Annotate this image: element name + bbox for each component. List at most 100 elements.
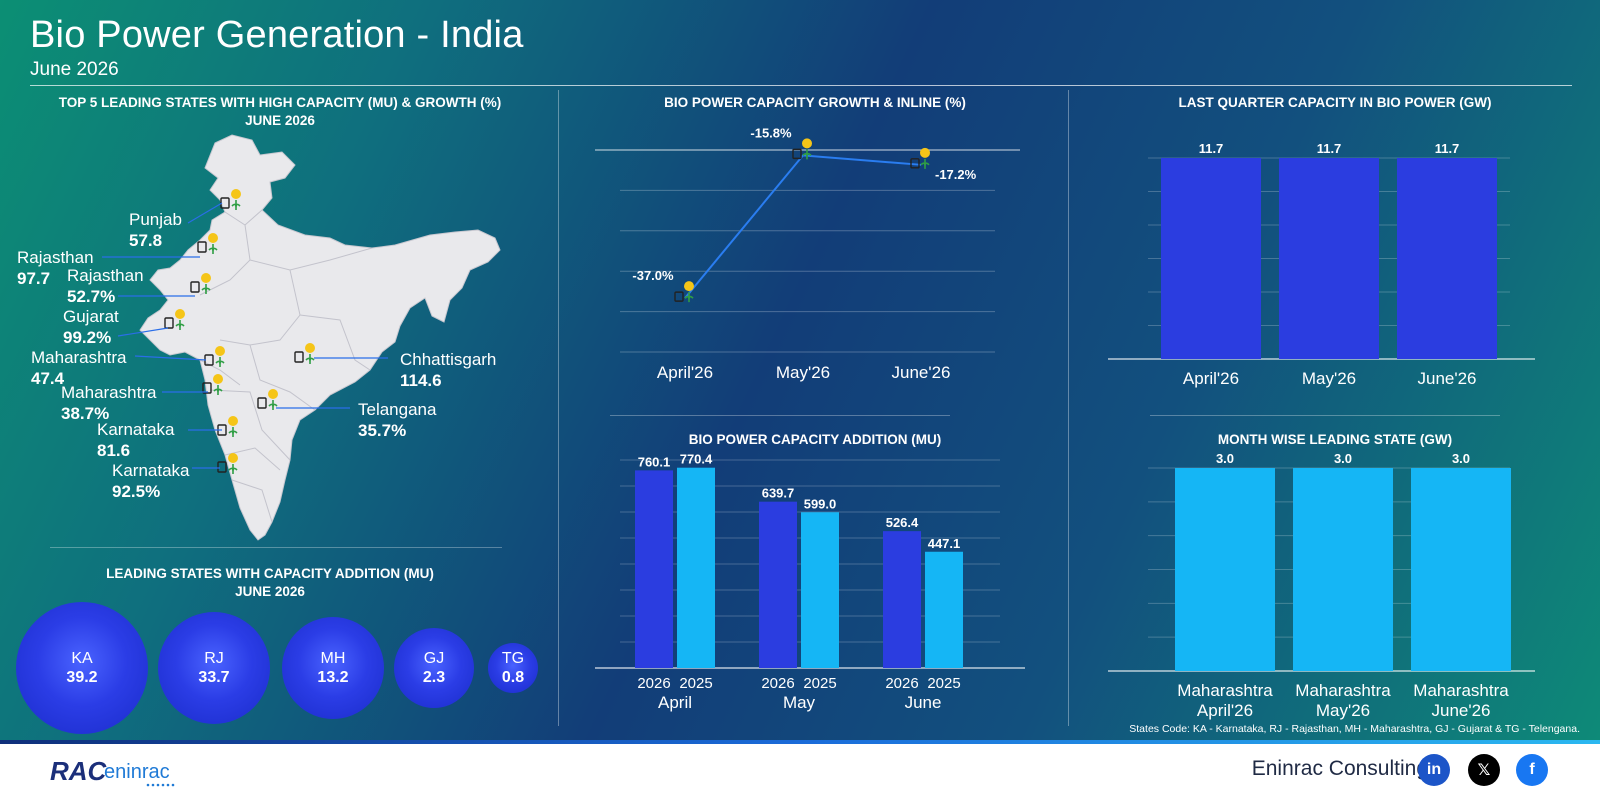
- header-divider: [30, 85, 1572, 86]
- growth-point-0: [674, 281, 694, 303]
- map-label-karnataka-growth: Karnataka 92.5%: [112, 461, 190, 501]
- leading-value-label-0: 3.0: [1216, 451, 1234, 466]
- right-divider: [1150, 415, 1500, 416]
- addition-value-label: 770.4: [680, 452, 713, 467]
- addition-bar-2025-April: [677, 467, 715, 668]
- growth-line-chart: -37.0% April'26 -15.8% May'26 -17.2% June'26: [595, 125, 1020, 382]
- leading-bar-2: [1411, 468, 1511, 671]
- column-divider-right: [1068, 90, 1069, 726]
- linkedin-icon[interactable]: in: [1418, 754, 1450, 786]
- quarter-bar-0: [1161, 158, 1261, 359]
- growth-value-label-0: -37.0%: [632, 268, 674, 283]
- addition-bar-2025-June: [925, 551, 963, 668]
- addition-bar-2026-April: [635, 470, 673, 668]
- leading-bar-0: [1175, 468, 1275, 671]
- map-section-title-line2: JUNE 2026: [245, 113, 315, 128]
- map-label-karnataka-mu: Karnataka 81.6: [97, 420, 175, 460]
- map-label-punjab: Punjab 57.8: [129, 210, 182, 250]
- addition-value-label: 526.4: [886, 515, 919, 530]
- growth-chart-title: BIO POWER CAPACITY GROWTH & INLINE (%): [664, 95, 966, 110]
- india-map: [102, 134, 501, 541]
- leading-x-label-2: Maharashtra: [1413, 681, 1509, 700]
- growth-point-1: [792, 138, 812, 160]
- map-section-title: TOP 5 LEADING STATES WITH HIGH CAPACITY …: [20, 94, 540, 130]
- addition-series-label: 2026: [637, 675, 670, 692]
- leading-x-sublabel-1: May'26: [1316, 701, 1370, 720]
- quarter-value-label-1: 11.7: [1317, 141, 1342, 156]
- quarter-bar-chart: 11.7 April'26 11.7 May'26 11.7 June'26: [1108, 141, 1535, 388]
- map-label-rajasthan-growth: Rajasthan 52.7%: [67, 266, 144, 306]
- addition-group-label: April: [658, 693, 692, 712]
- map-label-rajasthan-mu: Rajasthan 97.7: [17, 248, 94, 288]
- page-title: Bio Power Generation - India: [30, 14, 524, 56]
- growth-series-line: [684, 154, 922, 299]
- middle-divider: [610, 415, 950, 416]
- growth-x-label-1: May'26: [776, 363, 830, 382]
- map-label-maharashtra-mu: Maharashtra 47.4: [31, 348, 127, 388]
- addition-value-label: 599.0: [804, 496, 837, 511]
- addition-series-label: 2026: [761, 675, 794, 692]
- svg-text:eninrac: eninrac: [104, 761, 170, 783]
- x-icon[interactable]: 𝕏: [1468, 754, 1500, 786]
- addition-value-label: 760.1: [638, 454, 671, 469]
- bubble-ka: KA 39.2: [16, 602, 148, 734]
- bubble-section-title-line2: JUNE 2026: [235, 584, 305, 599]
- footer-bar: [0, 740, 1600, 800]
- growth-value-label-2: -17.2%: [935, 167, 977, 182]
- quarter-x-label-0: April'26: [1183, 369, 1239, 388]
- map-label-chhattisgarh: Chhattisgarh 114.6: [400, 350, 497, 390]
- map-label-gujarat: Gujarat 99.2%: [63, 307, 119, 347]
- column-divider-left: [558, 90, 559, 726]
- map-section-title-line1: TOP 5 LEADING STATES WITH HIGH CAPACITY …: [58, 95, 502, 110]
- leading-state-bar-chart: 3.0MaharashtraApril'263.0MaharashtraMay'…: [1108, 451, 1535, 720]
- map-label-maharashtra-growth: Maharashtra 38.7%: [61, 383, 157, 423]
- map-bubble-divider: [50, 547, 502, 548]
- bubble-mh: MH 13.2: [282, 617, 384, 719]
- growth-value-label-1: -15.8%: [750, 125, 792, 140]
- bubble-section-title-line1: LEADING STATES WITH CAPACITY ADDITION (M…: [106, 566, 434, 581]
- growth-point-2: [910, 147, 930, 169]
- bubble-gj: GJ 2.3: [394, 628, 474, 708]
- addition-series-label: 2025: [803, 675, 836, 692]
- addition-bar-chart: 760.12026770.42025April639.72026599.0202…: [595, 452, 1025, 712]
- leading-bar-1: [1293, 468, 1393, 671]
- india-map-shape: [139, 134, 501, 541]
- addition-value-label: 639.7: [762, 486, 795, 501]
- growth-x-label-2: June'26: [891, 363, 950, 382]
- leading-state-chart-title: MONTH WISE LEADING STATE (GW): [1217, 432, 1453, 447]
- addition-value-label: 447.1: [928, 536, 961, 551]
- quarter-x-label-1: May'26: [1302, 369, 1356, 388]
- page-subtitle: June 2026: [30, 59, 119, 80]
- leading-value-label-1: 3.0: [1334, 451, 1352, 466]
- states-code-note: States Code: KA - Karnataka, RJ - Rajast…: [1129, 723, 1580, 735]
- quarter-x-label-2: June'26: [1417, 369, 1476, 388]
- leading-x-label-1: Maharashtra: [1295, 681, 1391, 700]
- bubble-tg: TG 0.8: [488, 643, 538, 693]
- addition-series-label: 2025: [679, 675, 712, 692]
- state-borders: [199, 209, 373, 523]
- quarter-chart-title: LAST QUARTER CAPACITY IN BIO POWER (GW): [1178, 95, 1492, 110]
- map-connector-lines: [102, 202, 388, 469]
- quarter-value-label-0: 11.7: [1199, 141, 1224, 156]
- addition-series-label: 2026: [885, 675, 918, 692]
- brand-name: Eninrac Consulting: [1251, 757, 1428, 780]
- addition-bar-2026-May: [759, 501, 797, 668]
- quarter-bar-2: [1397, 158, 1497, 359]
- footer-stripe: [0, 740, 1600, 744]
- leading-x-sublabel-0: April'26: [1197, 701, 1253, 720]
- bubble-rj: RJ 33.7: [158, 612, 270, 724]
- facebook-icon[interactable]: f: [1516, 754, 1548, 786]
- addition-bar-2026-June: [883, 531, 921, 668]
- addition-bar-2025-May: [801, 512, 839, 668]
- addition-chart-title: BIO POWER CAPACITY ADDITION (MU): [688, 432, 942, 447]
- growth-x-label-0: April'26: [657, 363, 713, 382]
- quarter-value-label-2: 11.7: [1435, 141, 1460, 156]
- map-marker-icons: [164, 189, 315, 474]
- bubble-section-title: LEADING STATES WITH CAPACITY ADDITION (M…: [20, 565, 520, 601]
- leading-x-label-0: Maharashtra: [1177, 681, 1273, 700]
- eninrac-logo: RAC eninrac: [50, 756, 175, 787]
- addition-group-label: May: [783, 693, 816, 712]
- svg-text:RAC: RAC: [50, 756, 108, 786]
- leading-value-label-2: 3.0: [1452, 451, 1470, 466]
- addition-group-label: June: [905, 693, 942, 712]
